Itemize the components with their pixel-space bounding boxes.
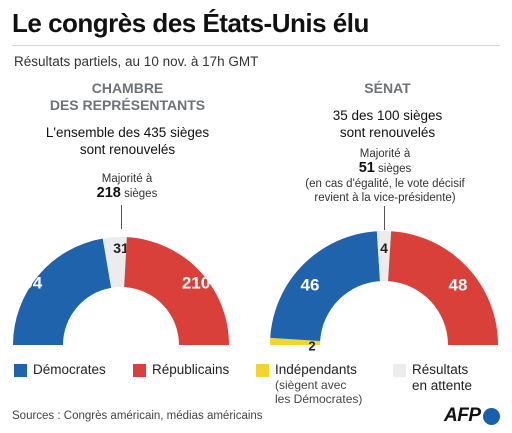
legend-pending-line2: en attente <box>412 378 473 393</box>
sources: Sources : Congrès américain, médias amér… <box>12 410 263 422</box>
legend-independents-note-line1: (siègent avec <box>275 378 347 392</box>
senate-description: 35 des 100 sièges sont renouvelés <box>275 107 500 141</box>
senate-pending-segment <box>376 230 392 282</box>
senate-democrats-segment <box>270 231 380 341</box>
house-pending-segment <box>102 237 127 288</box>
house-majority-label: Majorité à <box>101 173 153 185</box>
senate-heading: SÉNAT <box>280 80 495 97</box>
legend-independents-label: Indépendants <box>275 362 357 377</box>
afp-logo-text: AFP <box>444 405 481 426</box>
house-majority-tick <box>121 205 122 229</box>
house-republicans-segment <box>124 237 229 345</box>
legend-democrats: Démocrates <box>14 362 106 378</box>
senate-majority: Majorité à 51 sièges <box>330 147 440 176</box>
house-heading-line1: CHAMBRE <box>91 80 164 96</box>
senate-tie-note-line1: (en cas d'égalité, le vote décisif <box>305 178 465 190</box>
senate-heading-text: SÉNAT <box>364 80 411 96</box>
subtitle: Résultats partiels, au 10 nov. à 17h GMT <box>14 54 259 69</box>
legend-democrats-label: Démocrates <box>33 362 106 377</box>
house-heading-line2: DES REPRÉSENTANTS <box>49 97 206 113</box>
senate-democrats-value-label: 46 <box>301 276 320 295</box>
senate-desc-line2: sont renouvelés <box>339 125 436 140</box>
house-democrats-segment <box>13 238 112 345</box>
legend-independents: Indépendants (siègent avec les Démocrate… <box>256 362 362 406</box>
senate-republicans-segment <box>388 231 498 345</box>
house-desc-line1: L'ensemble des 435 sièges <box>45 125 210 140</box>
legend-pending-swatch <box>393 364 406 377</box>
senate-majority-unit: sièges <box>378 163 412 175</box>
house-desc-line2: sont renouvelés <box>79 142 176 157</box>
house-pending-value-label: 31 <box>113 240 129 256</box>
legend-pending-line1: Résultats <box>412 362 469 377</box>
legend-republicans: Républicains <box>133 362 229 378</box>
title-divider <box>12 45 500 46</box>
house-heading: CHAMBRE DES REPRÉSENTANTS <box>20 80 235 114</box>
house-majority-unit: sièges <box>124 188 158 200</box>
legend-pending-text: Résultats en attente <box>412 362 472 394</box>
house-majority: Majorité à 218 sièges <box>72 172 182 201</box>
house-democrats-value-label: 194 <box>14 274 43 293</box>
house-republicans-value-label: 210 <box>182 274 210 293</box>
senate-pending-value-label: 4 <box>380 240 388 256</box>
legend-pending: Résultats en attente <box>393 362 472 394</box>
senate-independents-value-label: 2 <box>308 339 315 354</box>
afp-logo-dot <box>482 407 500 425</box>
senate-majority-tick <box>384 206 385 230</box>
house-majority-value: 218 <box>96 185 121 201</box>
legend-democrats-swatch <box>14 364 27 377</box>
senate-majority-value: 51 <box>358 160 375 176</box>
senate-tie-note: (en cas d'égalité, le vote décisif revie… <box>270 177 500 205</box>
legend-independents-text: Indépendants (siègent avec les Démocrate… <box>275 362 362 406</box>
senate-tie-note-line2: revient à la vice-présidente) <box>314 192 456 204</box>
senate-desc-line1: 35 des 100 sièges <box>332 108 443 123</box>
senate-majority-label: Majorité à <box>359 148 411 160</box>
legend-independents-swatch <box>256 364 269 377</box>
senate-independents-segment <box>269 337 321 345</box>
page-title: Le congrès des États-Unis élu <box>12 8 369 38</box>
legend-republicans-label: Républicains <box>152 362 230 377</box>
legend-republicans-swatch <box>133 364 146 377</box>
afp-logo: AFP <box>444 405 500 427</box>
legend-independents-note-line2: les Démocrates) <box>275 392 363 406</box>
house-description: L'ensemble des 435 sièges sont renouvelé… <box>10 124 245 158</box>
senate-republicans-value-label: 48 <box>449 276 468 295</box>
